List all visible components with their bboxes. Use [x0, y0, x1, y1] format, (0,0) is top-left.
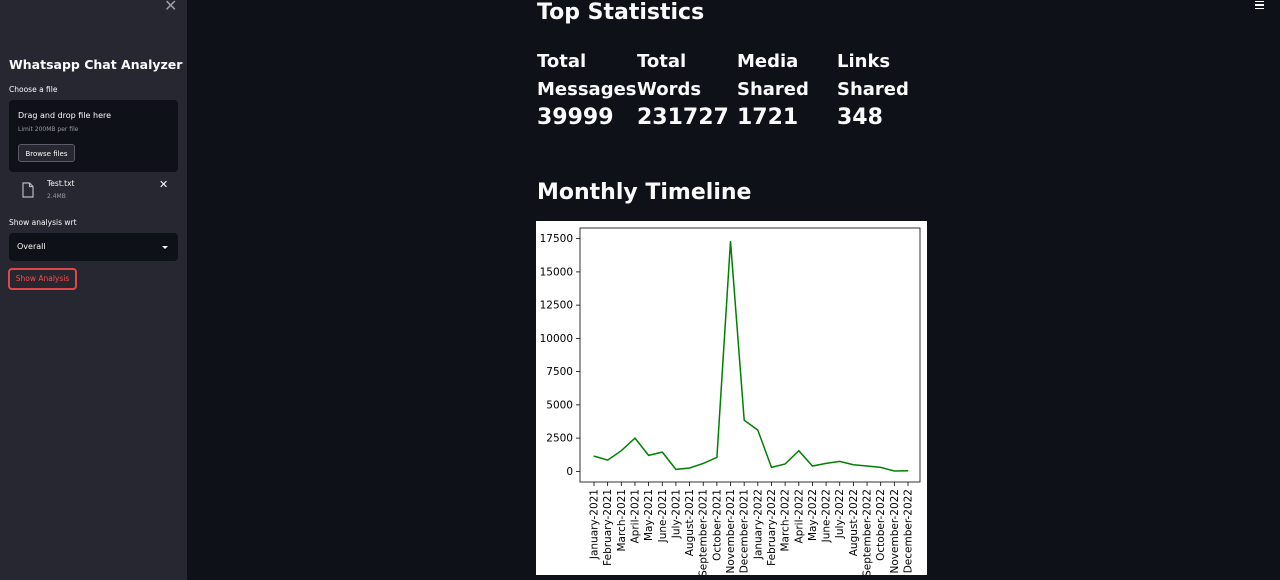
stat-label: Total Words	[637, 51, 702, 100]
data-point	[689, 467, 691, 469]
data-point	[907, 470, 909, 472]
select-value: Overall	[17, 242, 46, 251]
timeline-line	[593, 241, 909, 472]
data-point	[839, 460, 841, 462]
file-uploader-label: Choose a file	[9, 85, 58, 94]
x-tick-label: December-2021	[739, 489, 751, 573]
stat-label: Links Shared	[837, 51, 909, 100]
x-tick-label: October-2021	[711, 489, 723, 561]
data-point	[811, 465, 813, 467]
x-tick-label: February-2021	[602, 489, 614, 566]
y-tick-label: 10000	[540, 333, 573, 345]
y-tick-label: 17500	[540, 233, 573, 245]
stat-value: 1721	[737, 105, 799, 130]
x-tick-label: June-2022	[821, 489, 833, 543]
uploaded-file: Test.txt 2.4MB ✕	[9, 176, 178, 206]
data-point	[675, 468, 677, 470]
remove-file-icon[interactable]: ✕	[159, 178, 169, 191]
x-tick-label: February-2022	[766, 489, 778, 566]
stat-label: Total Messages	[537, 51, 637, 100]
x-tick-label: January-2021	[589, 489, 601, 560]
x-tick-label: April-2022	[793, 489, 805, 544]
file-size: 2.4MB	[47, 193, 66, 200]
sidebar: ✕ Whatsapp Chat Analyzer Choose a file D…	[0, 0, 187, 580]
x-tick-label: September-2022	[862, 489, 874, 575]
select-label: Show analysis wrt	[9, 218, 77, 227]
file-dropzone[interactable]: Drag and drop file here Limit 200MB per …	[9, 100, 178, 172]
data-point	[593, 455, 595, 457]
data-point	[648, 454, 650, 456]
browse-files-button[interactable]: Browse files	[18, 144, 75, 162]
data-point	[798, 450, 800, 452]
stat-total-messages: Total Messages 39999	[537, 48, 647, 132]
y-tick-label: 7500	[546, 366, 573, 378]
close-icon[interactable]: ✕	[164, 0, 178, 15]
x-tick-label: January-2022	[752, 489, 764, 560]
y-tick-label: 2500	[546, 433, 573, 445]
data-point	[620, 450, 622, 452]
stat-label: Media Shared	[737, 51, 809, 100]
x-tick-label: August-2021	[684, 489, 696, 556]
data-point	[893, 470, 895, 472]
x-tick-label: November-2022	[889, 489, 901, 573]
stat-value: 231727	[637, 105, 729, 130]
analysis-user-select[interactable]: Overall	[9, 233, 178, 261]
x-tick-label: September-2021	[698, 489, 710, 575]
stat-total-words: Total Words 231727	[637, 48, 747, 132]
x-tick-label: March-2022	[780, 489, 792, 552]
x-tick-label: December-2022	[903, 489, 915, 573]
top-statistics-heading: Top Statistics	[537, 0, 705, 25]
y-tick-label: 5000	[546, 399, 573, 411]
x-tick-label: May-2021	[643, 489, 655, 541]
data-point	[866, 465, 868, 467]
stat-media-shared: Media Shared 1721	[737, 48, 847, 132]
plot-frame	[579, 227, 921, 483]
y-tick-label: 0	[566, 466, 573, 478]
hamburger-icon[interactable]	[1255, 1, 1264, 11]
dropzone-text: Drag and drop file here	[18, 111, 112, 120]
x-tick-label: May-2022	[807, 489, 819, 541]
file-limit-text: Limit 200MB per file	[18, 126, 79, 133]
data-point	[607, 459, 609, 461]
x-tick-label: August-2022	[848, 489, 860, 556]
chart-svg: 0 2500 5000 7500 10000 12500 15000 17500 January…	[540, 227, 921, 575]
data-point	[770, 466, 772, 468]
stat-value: 39999	[537, 105, 614, 130]
data-point	[852, 464, 854, 466]
caret-down-icon	[162, 246, 168, 249]
data-point	[784, 463, 786, 465]
stat-links-shared: Links Shared 348	[837, 48, 947, 132]
y-tick-label: 12500	[540, 300, 573, 312]
stat-value: 348	[837, 105, 883, 130]
x-tick-label: June-2021	[657, 489, 669, 543]
x-tick-label: October-2022	[875, 489, 887, 561]
x-tick-label: July-2022	[834, 489, 846, 539]
data-point	[757, 429, 759, 431]
x-tick-label: July-2021	[670, 489, 682, 539]
x-tick-label: November-2021	[725, 489, 737, 573]
data-point	[743, 419, 745, 421]
monthly-timeline-heading: Monthly Timeline	[537, 180, 752, 205]
data-point	[661, 451, 663, 453]
app-title: Whatsapp Chat Analyzer	[9, 57, 183, 72]
monthly-timeline-chart: 0 2500 5000 7500 10000 12500 15000 17500 January…	[536, 221, 927, 575]
show-analysis-button[interactable]: Show Analysis	[8, 268, 77, 290]
x-tick-label: March-2021	[616, 489, 628, 552]
file-name: Test.txt	[47, 179, 75, 188]
x-tick-label: April-2021	[629, 489, 641, 544]
file-icon	[22, 182, 34, 198]
data-point	[825, 462, 827, 464]
data-point	[634, 437, 636, 439]
data-point	[702, 462, 704, 464]
data-point	[716, 456, 718, 458]
data-point	[730, 240, 732, 242]
y-tick-label: 15000	[540, 266, 573, 278]
data-point	[880, 466, 882, 468]
